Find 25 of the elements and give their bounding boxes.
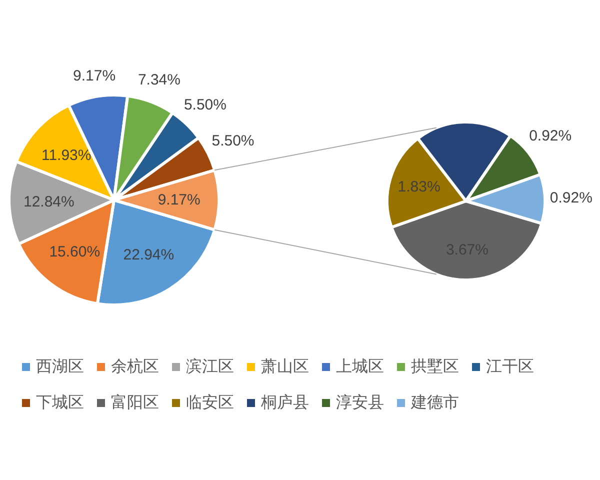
legend-label: 下城区: [36, 394, 84, 412]
legend-label: 临安区: [186, 394, 234, 412]
data-label: 5.50%: [212, 132, 254, 150]
legend-label: 淳安县: [336, 394, 384, 412]
data-label: 12.84%: [23, 193, 74, 210]
data-label: 22.94%: [123, 246, 174, 264]
legend-label: 余杭区: [111, 358, 159, 376]
data-label: 9.17%: [158, 192, 200, 208]
legend-label: 拱墅区: [411, 358, 459, 376]
legend-label: 滨江区: [186, 358, 234, 376]
legend-label: 建德市: [410, 394, 459, 412]
legend-label: 萧山区: [261, 358, 309, 376]
data-label: 0.92%: [529, 127, 572, 144]
data-label: 5.50%: [184, 96, 227, 114]
data-label: 0.92%: [550, 190, 592, 207]
data-label: 7.34%: [138, 72, 181, 89]
data-label: 1.83%: [398, 178, 440, 196]
legend-label: 桐庐县: [260, 394, 309, 412]
data-label: 9.17%: [73, 68, 116, 85]
legend-label: 富阳区: [111, 394, 159, 412]
legend-label: 江干区: [486, 358, 534, 376]
legend-label: 西湖区: [36, 358, 84, 376]
legend-label: 上城区: [336, 358, 384, 376]
data-label: 11.93%: [41, 147, 92, 164]
data-label: 15.60%: [49, 243, 100, 260]
